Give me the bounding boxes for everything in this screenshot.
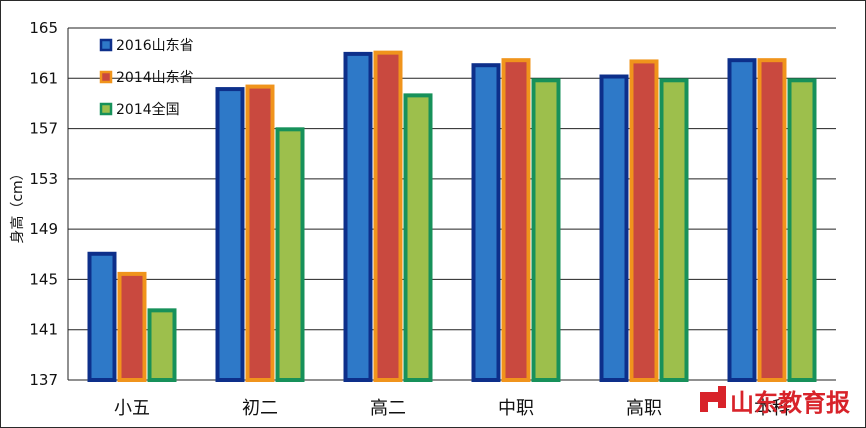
- legend: 2016山东省 2014山东省 2014全国: [99, 38, 194, 118]
- bar-小五-2016山东省: [87, 251, 117, 382]
- bar-高二-2014山东省: [373, 50, 403, 382]
- x-tick-label: 小五: [114, 398, 150, 419]
- bar-高二-2014全国: [403, 93, 433, 382]
- bar-本科-2016山东省: [727, 58, 757, 383]
- bar-小五-2014全国: [147, 308, 177, 383]
- legend-swatch: [99, 102, 113, 116]
- y-axis-ticks: 137 141 145 149 153 157 161 165: [29, 19, 58, 389]
- watermark-logo: 山东教育报: [700, 386, 850, 417]
- x-axis-labels: 小五 初二 高二 中职 高职 本科: [114, 398, 790, 419]
- legend-swatch: [99, 70, 113, 84]
- x-tick-label: 高职: [626, 398, 662, 419]
- bar-中职-2014全国: [531, 78, 561, 383]
- legend-swatch: [99, 38, 113, 52]
- legend-label: 2014山东省: [116, 70, 194, 86]
- bar-中职-2016山东省: [471, 63, 501, 382]
- bar-高二-2016山东省: [343, 51, 373, 383]
- watermark-text: 山东教育报: [730, 388, 850, 417]
- x-tick-label: 本科: [754, 398, 790, 419]
- bar-高职-2016山东省: [599, 74, 629, 382]
- x-tick-label: 中职: [498, 398, 534, 419]
- bar-初二-2016山东省: [215, 87, 245, 382]
- y-tick-label: 149: [29, 220, 58, 238]
- bar-高职-2014全国: [659, 78, 689, 383]
- bar-中职-2014山东省: [501, 58, 531, 383]
- bar-初二-2014山东省: [245, 84, 275, 382]
- bar-本科-2014山东省: [757, 58, 787, 383]
- y-tick-label: 141: [29, 321, 58, 339]
- y-axis-title: 身高（cm）: [9, 166, 26, 243]
- bar-高职-2014山东省: [629, 59, 659, 383]
- legend-label: 2014全国: [116, 101, 180, 118]
- y-tick-label: 137: [29, 371, 58, 389]
- bars: [87, 50, 817, 383]
- watermark-emblem-icon: [700, 386, 726, 412]
- y-tick-label: 153: [29, 170, 58, 188]
- x-tick-label: 初二: [242, 398, 278, 419]
- bar-小五-2014山东省: [117, 271, 147, 382]
- x-tick-label: 高二: [370, 398, 406, 419]
- bar-本科-2014全国: [787, 78, 817, 383]
- y-tick-label: 145: [29, 270, 58, 288]
- y-tick-label: 157: [29, 120, 58, 138]
- y-tick-label: 161: [29, 69, 58, 87]
- y-tick-label: 165: [29, 19, 58, 37]
- bar-初二-2014全国: [275, 127, 305, 382]
- legend-label: 2016山东省: [116, 38, 194, 54]
- grid-lines: [67, 27, 836, 381]
